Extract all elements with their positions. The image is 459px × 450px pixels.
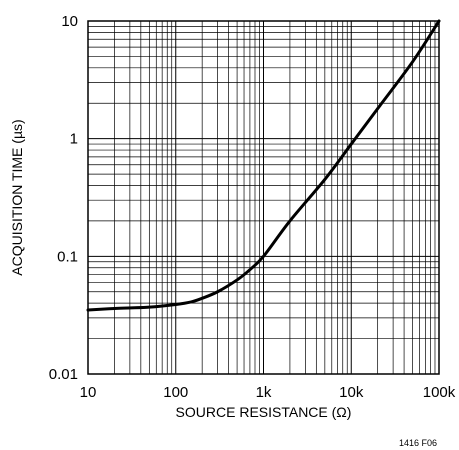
y-tick-label: 0.1 [57, 248, 78, 265]
grid [87, 21, 439, 375]
x-tick-label: 100k [423, 384, 456, 401]
tick-labels: 10 100 1k 10k 100k 0.01 0.1 1 10 [49, 13, 456, 401]
figure-id: 1416 F06 [399, 438, 437, 448]
x-tick-label: 10k [339, 384, 364, 401]
y-tick-label: 10 [61, 13, 78, 30]
y-axis-label: ACQUISITION TIME (µs) [9, 119, 25, 275]
y-tick-label: 1 [70, 131, 78, 148]
x-tick-label: 100 [163, 384, 188, 401]
x-axis-label: SOURCE RESISTANCE (Ω) [176, 404, 352, 420]
x-tick-label: 1k [256, 384, 272, 401]
y-tick-label: 0.01 [49, 366, 78, 383]
plot-frame [87, 20, 440, 375]
series-line [86, 19, 441, 312]
x-tick-label: 10 [80, 384, 97, 401]
